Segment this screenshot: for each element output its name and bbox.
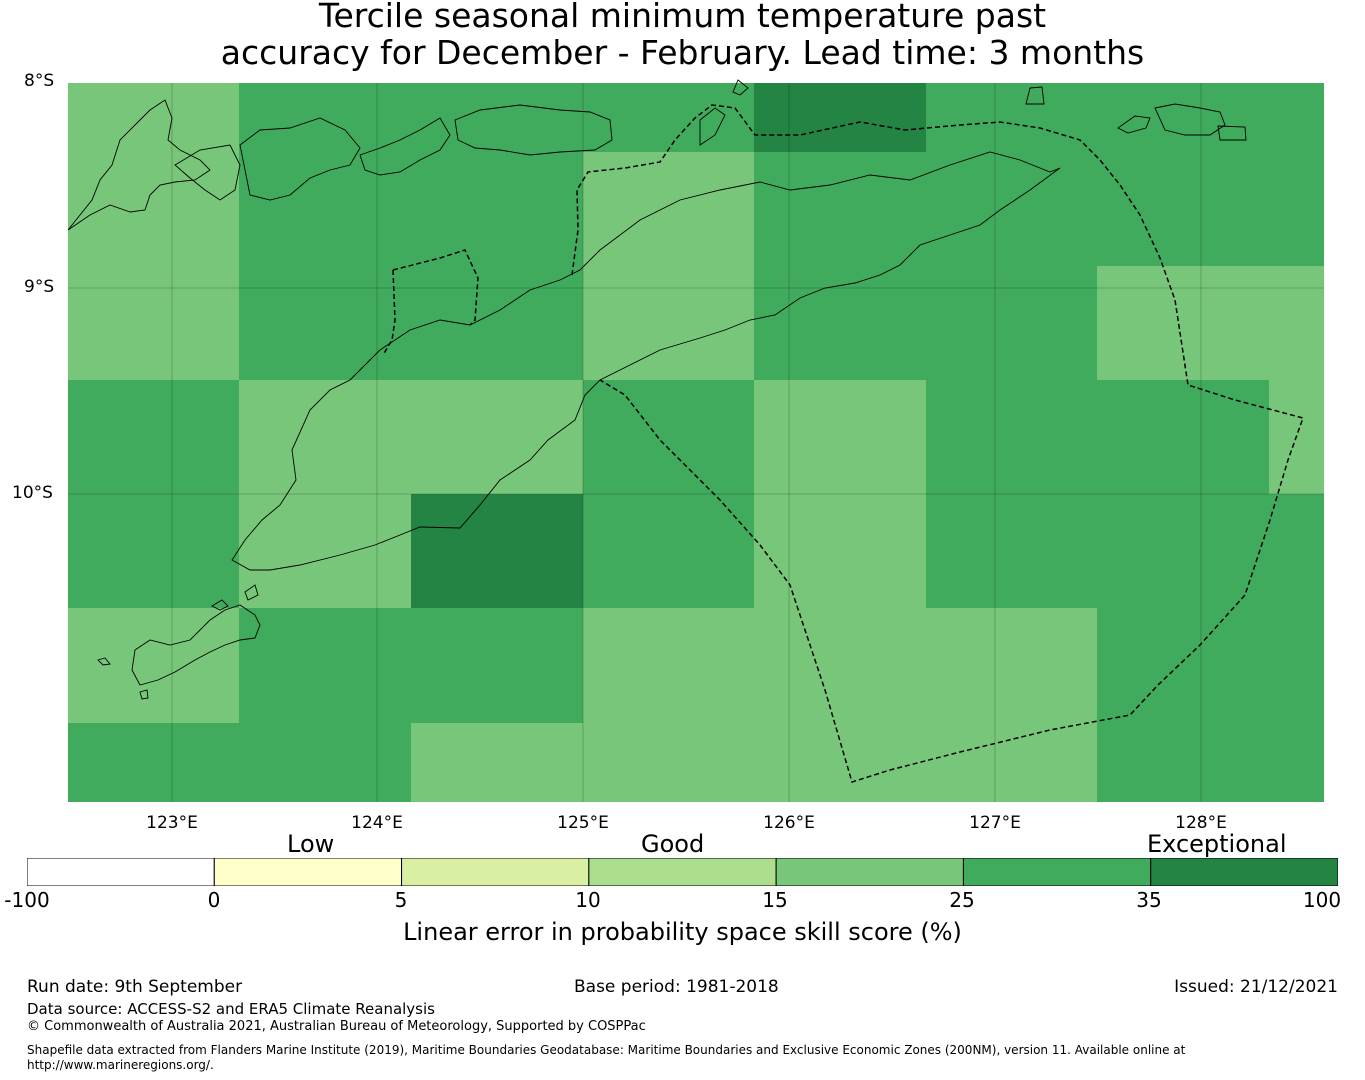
- grid-cell: [926, 266, 1097, 380]
- grid-cell: [1269, 494, 1324, 608]
- grid-cell: [926, 83, 1097, 152]
- grid-cell: [68, 608, 239, 723]
- grid-cell: [754, 723, 926, 802]
- grid-cell: [1097, 380, 1269, 494]
- grid-cell: [754, 266, 926, 380]
- colorbar-segment: [1150, 858, 1338, 886]
- grid-cell: [926, 152, 1097, 266]
- grid-cell: [926, 723, 1097, 802]
- grid-cell: [1097, 723, 1269, 802]
- grid-cell: [754, 380, 926, 494]
- grid-cell: [239, 83, 411, 152]
- legend-tick: 10: [575, 888, 601, 912]
- issued-date: Issued: 21/12/2021: [1174, 977, 1338, 997]
- grid-cell: [411, 266, 583, 380]
- grid-cell: [411, 608, 583, 723]
- grid-cell: [926, 494, 1097, 608]
- lon-label-127e: 127°E: [969, 813, 1021, 833]
- skill-map: [67, 79, 1324, 802]
- grid-cell: [1097, 608, 1269, 723]
- data-source: Data source: ACCESS-S2 and ERA5 Climate …: [27, 1000, 435, 1018]
- grid-cell: [583, 494, 754, 608]
- graticule: [68, 83, 1324, 802]
- grid-cell: [1269, 152, 1324, 266]
- grid-cell: [754, 152, 926, 266]
- skill-grid: [68, 83, 1324, 802]
- lon-label-125e: 125°E: [557, 813, 609, 833]
- legend-tick: 100: [1302, 888, 1342, 912]
- grid-cell: [583, 723, 754, 802]
- map-title-line2: accuracy for December - February. Lead t…: [220, 33, 1145, 72]
- grid-cell: [239, 723, 411, 802]
- legend-tick: 0: [207, 888, 221, 912]
- shapefile-credit: Shapefile data extracted from Flanders M…: [27, 1043, 1186, 1057]
- colorbar-segment: [27, 858, 215, 886]
- legend-tick: 5: [394, 888, 408, 912]
- grid-cell: [583, 152, 754, 266]
- grid-cell: [1097, 83, 1269, 152]
- colorbar-segment: [588, 858, 777, 886]
- grid-cell: [926, 608, 1097, 723]
- grid-cell: [754, 494, 926, 608]
- run-date: Run date: 9th September: [27, 977, 243, 997]
- grid-cell: [1269, 608, 1324, 723]
- grid-cell: [68, 83, 239, 152]
- legend-label: Linear error in probability space skill …: [403, 918, 962, 946]
- legend-colorbar: [27, 858, 1338, 886]
- grid-cell: [68, 494, 239, 608]
- grid-cell: [754, 608, 926, 723]
- legend-category-exceptional: Exceptional: [1147, 830, 1287, 858]
- grid-cell: [411, 152, 583, 266]
- grid-cell: [68, 266, 239, 380]
- grid-cell: [926, 380, 1097, 494]
- grid-cell: [68, 380, 239, 494]
- grid-cell: [411, 723, 583, 802]
- grid-cell: [239, 152, 411, 266]
- lat-label-8s: 8°S: [24, 71, 55, 91]
- grid-cell: [411, 494, 583, 608]
- lon-label-124e: 124°E: [351, 813, 403, 833]
- eez-boundary: [382, 104, 1304, 783]
- map-title-line1: Tercile seasonal minimum temperature pas…: [318, 0, 1047, 35]
- legend-tick: 15: [762, 888, 788, 912]
- colorbar-segment: [962, 858, 1152, 886]
- grid-cell: [754, 83, 926, 152]
- lat-label-9s: 9°S: [24, 277, 55, 297]
- lon-label-123e: 123°E: [146, 813, 198, 833]
- colorbar-segment: [775, 858, 964, 886]
- grid-cell: [239, 494, 411, 608]
- colorbar-segment: [213, 858, 403, 886]
- legend-tick: 25: [949, 888, 975, 912]
- base-period: Base period: 1981-2018: [574, 977, 779, 997]
- legend-category-good: Good: [641, 830, 705, 858]
- grid-cell: [1269, 723, 1324, 802]
- grid-cell: [411, 83, 583, 152]
- lon-label-128e: 128°E: [1175, 813, 1227, 833]
- shapefile-url: http://www.marineregions.org/.: [27, 1058, 214, 1072]
- grid-cell: [1097, 266, 1269, 380]
- grid-cell: [68, 723, 239, 802]
- copyright: © Commonwealth of Australia 2021, Austra…: [27, 1019, 646, 1034]
- legend-category-low: Low: [287, 830, 335, 858]
- grid-cell: [411, 380, 583, 494]
- legend-tick: -100: [4, 888, 50, 912]
- lon-label-126e: 126°E: [763, 813, 815, 833]
- grid-cell: [583, 380, 754, 494]
- grid-cell: [239, 266, 411, 380]
- colorbar-segment: [401, 858, 590, 886]
- grid-cell: [1097, 494, 1269, 608]
- grid-cell: [583, 266, 754, 380]
- lat-label-10s: 10°S: [12, 483, 53, 503]
- grid-cell: [239, 380, 411, 494]
- grid-cell: [1097, 152, 1269, 266]
- grid-cell: [68, 152, 239, 266]
- grid-cell: [583, 608, 754, 723]
- coastlines: [67, 79, 1247, 700]
- grid-cell: [1269, 266, 1324, 380]
- grid-cell: [239, 608, 411, 723]
- grid-cell: [1269, 83, 1324, 152]
- legend-tick: 35: [1136, 888, 1162, 912]
